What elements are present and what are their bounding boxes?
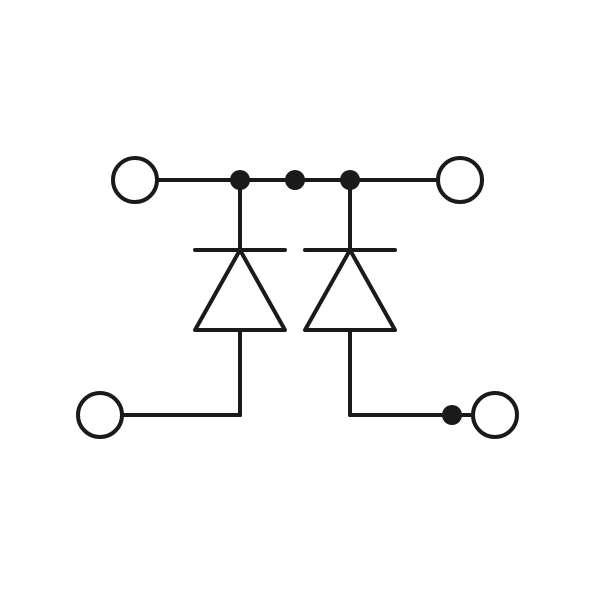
junction-node: [285, 170, 305, 190]
junction-node: [340, 170, 360, 190]
terminal-top-left: [113, 158, 157, 202]
junction-node: [230, 170, 250, 190]
terminal-top-right: [438, 158, 482, 202]
terminal-bottom-left: [78, 393, 122, 437]
terminal-bottom-right: [473, 393, 517, 437]
circuit-diagram: [0, 0, 600, 600]
junction-node: [442, 405, 462, 425]
diode-triangle: [305, 250, 395, 330]
diode-triangle: [195, 250, 285, 330]
